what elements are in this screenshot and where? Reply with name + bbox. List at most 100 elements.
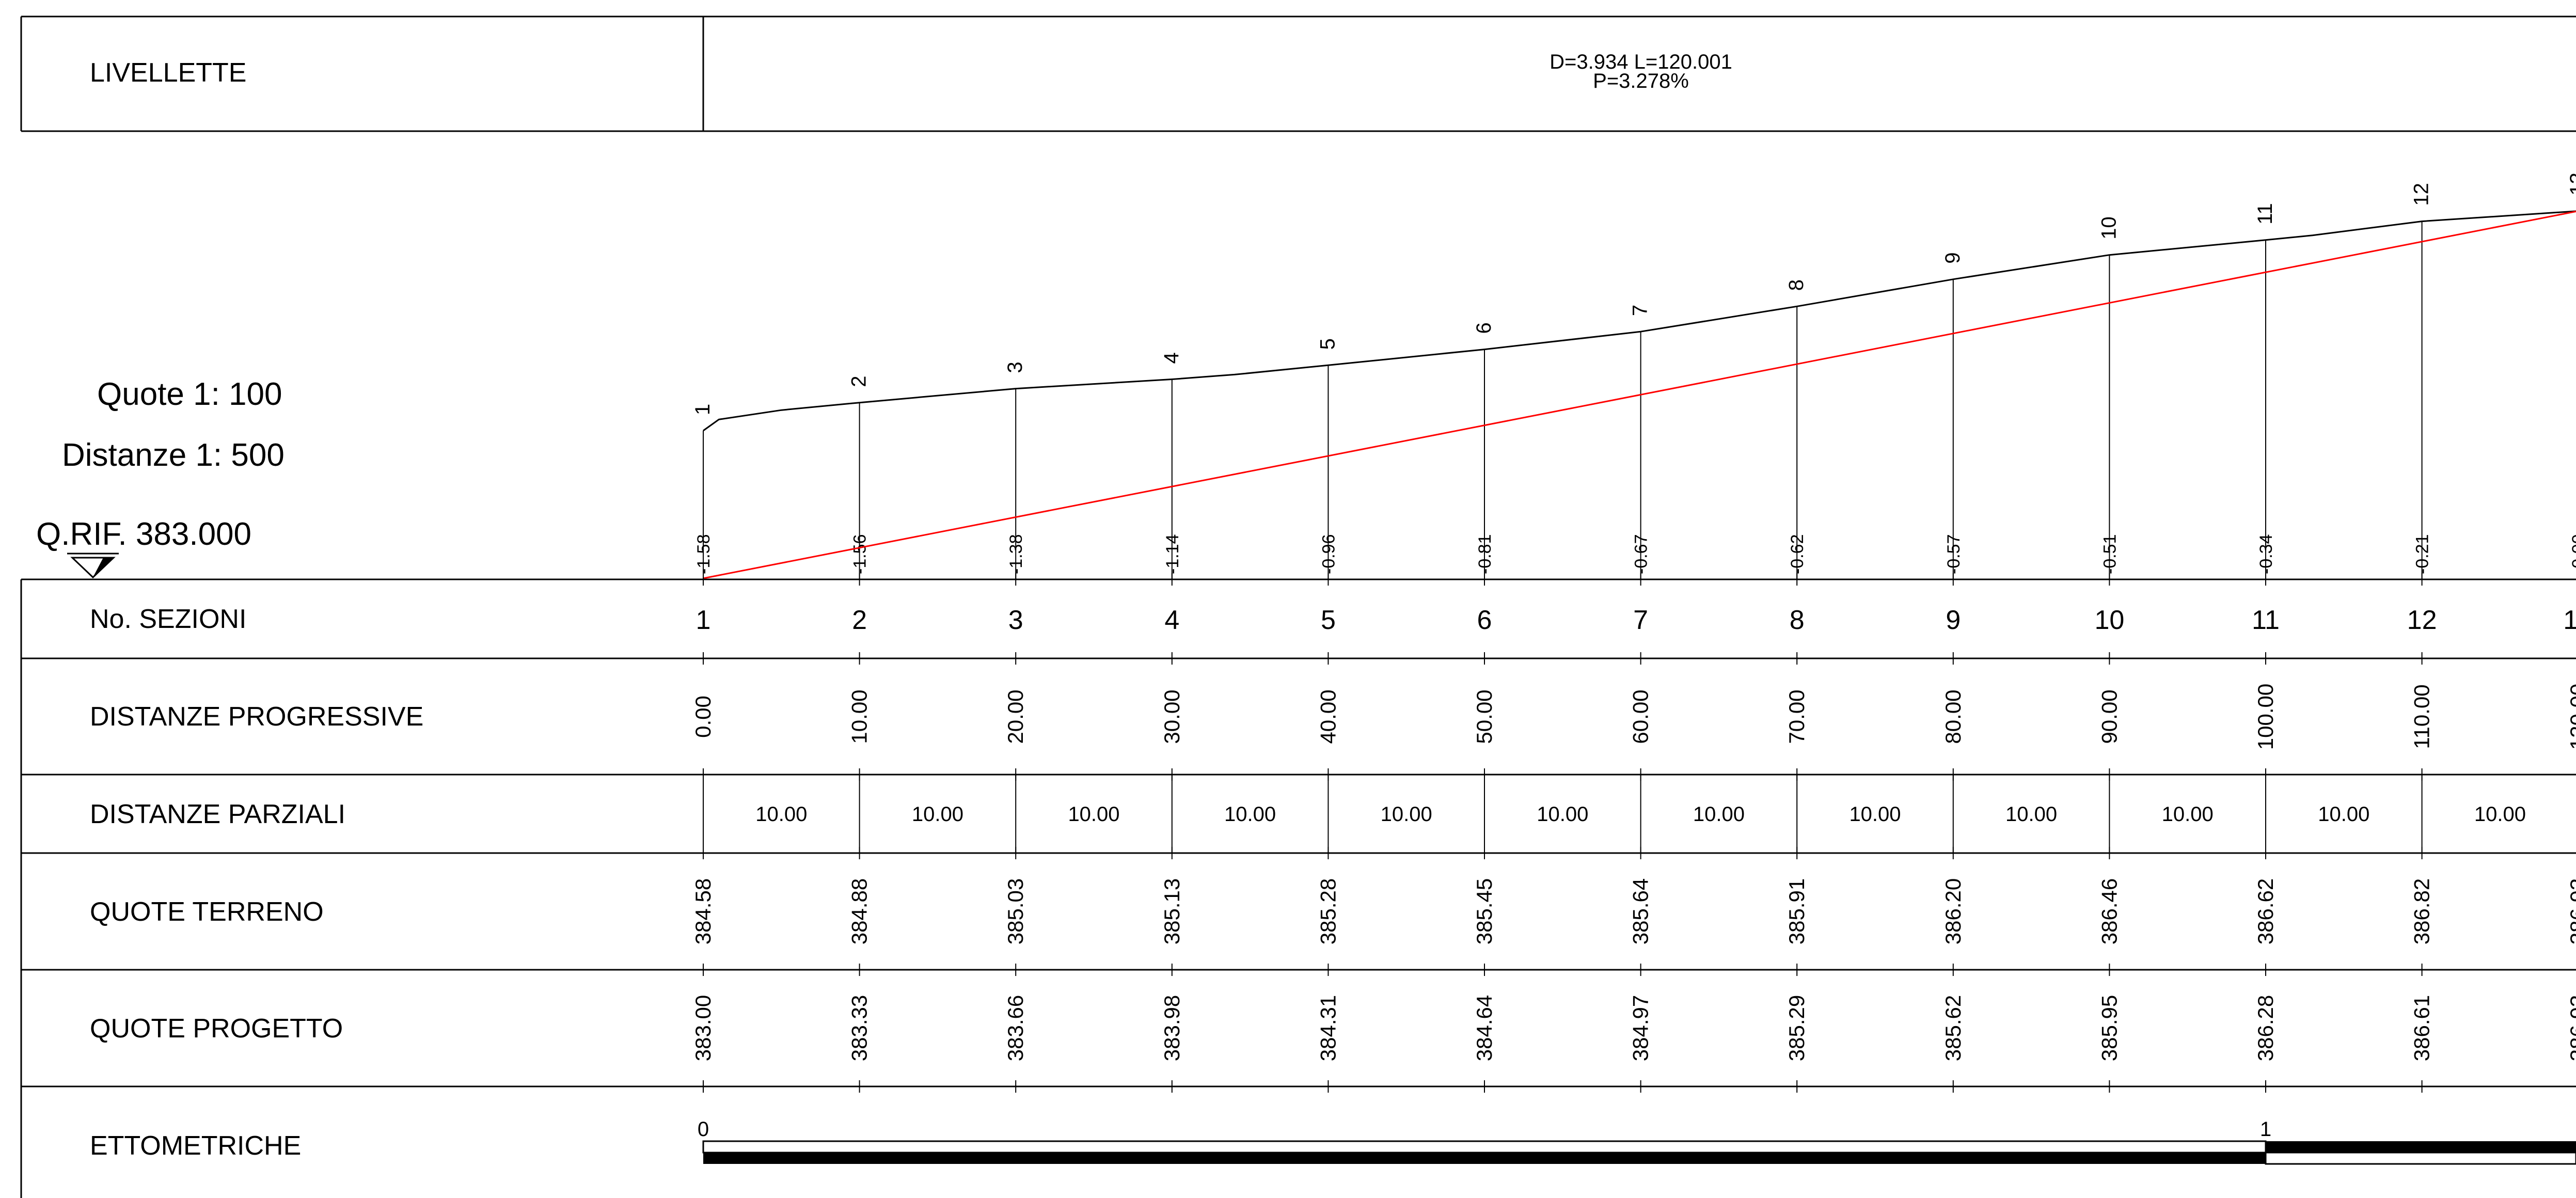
progressive-distance-value: 50.00	[1472, 689, 1496, 744]
cut-fill-label: -0.21	[2413, 534, 2432, 575]
partial-distance-value: 10.00	[2474, 803, 2526, 826]
table-section-number: 3	[1008, 605, 1023, 635]
partial-distance-value: 10.00	[755, 803, 807, 826]
ettometriche-segment-white-2	[2265, 1152, 2576, 1165]
terrain-elevation-value: 385.28	[1316, 878, 1340, 944]
section-number-label: 12	[2410, 183, 2433, 206]
project-elevation-value: 384.97	[1629, 995, 1653, 1061]
project-elevation-value: 385.62	[1941, 995, 1965, 1061]
project-elevation-value: 383.66	[1003, 995, 1028, 1061]
partial-distance-value: 10.00	[1381, 803, 1432, 826]
project-elevation-value: 385.95	[2097, 995, 2121, 1061]
terrain-elevation-value: 386.62	[2253, 878, 2278, 944]
table-section-number: 1	[696, 605, 711, 635]
partial-distance-value: 10.00	[1693, 803, 1745, 826]
ettometriche-mark-1: 1	[2260, 1118, 2271, 1141]
section-number-label: 8	[1785, 279, 1808, 291]
table-section-number: 7	[1633, 605, 1648, 635]
row-label-ettometriche: ETTOMETRICHE	[90, 1131, 301, 1161]
progressive-distance-value: 30.00	[1160, 689, 1184, 744]
table-values: 10.00384.58383.0010.00210.00384.88383.33…	[691, 573, 2576, 1093]
project-elevation-value: 383.33	[847, 995, 872, 1061]
project-elevation-value: 384.64	[1472, 995, 1496, 1061]
station-lines: 1 -1.58 2 -1.56 3 -1.38 4 -1.14 5 -0.96 6 -0.81 7 -0.…	[691, 172, 2576, 579]
progressive-distance-value: 100.00	[2253, 684, 2278, 750]
table-section-number: 4	[1164, 605, 1179, 635]
cut-fill-label: -0.96	[1319, 534, 1338, 575]
section-number-label: 1	[691, 404, 714, 415]
terrain-elevation-value: 385.45	[1472, 878, 1496, 944]
section-number-label: 4	[1160, 352, 1183, 364]
project-elevation-value: 385.29	[1784, 995, 1809, 1061]
table-section-number: 13	[2563, 605, 2576, 635]
terrain-elevation-value: 385.03	[1003, 878, 1028, 944]
progressive-distance-value: 10.00	[847, 689, 872, 744]
cut-fill-label: -0.67	[1632, 534, 1651, 575]
table-section-number: 11	[2252, 605, 2280, 635]
progressive-distance-value: 120.00	[2566, 684, 2576, 750]
terrain-elevation-value: 384.88	[847, 878, 872, 944]
livellette-box: LIVELLETTE D=3.934 L=120.001 P=3.278%	[20, 15, 2576, 132]
partial-distance-value: 10.00	[2005, 803, 2057, 826]
ettometriche-mark-0: 0	[698, 1118, 709, 1141]
table-section-number: 5	[1321, 605, 1336, 635]
row-label-progressive: DISTANZE PROGRESSIVE	[90, 702, 423, 732]
partial-distance-value: 10.00	[1068, 803, 1119, 826]
row-label-progetto: QUOTE PROGETTO	[90, 1014, 343, 1044]
reference-level-marker	[67, 553, 119, 579]
ettometriche-bar: 0 1	[698, 1118, 2576, 1165]
progressive-distance-value: 70.00	[1784, 689, 1809, 744]
section-number-label: 5	[1316, 338, 1339, 350]
terrain-elevation-value: 386.20	[1941, 878, 1965, 944]
cut-fill-label: -1.14	[1163, 534, 1182, 575]
project-elevation-value: 383.00	[691, 995, 715, 1061]
cut-fill-label: -0.57	[1944, 534, 1964, 575]
table-section-number: 8	[1790, 605, 1805, 635]
table-section-number: 10	[2094, 605, 2124, 635]
cut-fill-label: -0.81	[1475, 534, 1495, 575]
cut-fill-label: -0.00	[2569, 534, 2576, 575]
project-elevation-value: 386.61	[2410, 995, 2434, 1061]
ettometriche-segment-black-2	[2266, 1141, 2576, 1153]
partial-distance-value: 10.00	[1224, 803, 1276, 826]
cut-fill-label: -0.62	[1788, 534, 1807, 575]
ettometriche-segment-black	[703, 1153, 2266, 1164]
progressive-distance-value: 80.00	[1941, 689, 1965, 744]
cut-fill-label: -1.38	[1006, 534, 1026, 575]
project-elevation-value: 384.31	[1316, 995, 1340, 1061]
progressive-distance-value: 90.00	[2097, 689, 2121, 744]
profile-table: No. SEZIONI DISTANZE PROGRESSIVE DISTANZ…	[20, 573, 2576, 1198]
partial-distance-value: 10.00	[2318, 803, 2369, 826]
terrain-elevation-value: 386.93	[2566, 878, 2576, 944]
section-number-label: 10	[2097, 216, 2120, 240]
section-number-label: 13	[2566, 172, 2576, 196]
ettometriche-segment-white	[702, 1140, 2267, 1154]
section-number-label: 3	[1004, 361, 1026, 373]
cut-fill-label: -1.56	[850, 534, 870, 575]
table-section-number: 12	[2407, 605, 2437, 635]
section-number-label: 11	[2254, 203, 2277, 225]
terrain-line	[703, 210, 2576, 432]
terrain-elevation-value: 386.82	[2410, 878, 2434, 944]
section-number-label: 6	[1473, 322, 1495, 334]
progressive-distance-value: 20.00	[1003, 689, 1028, 744]
livellette-info-line1: D=3.934 L=120.001	[1550, 51, 1732, 73]
row-label-parziali: DISTANZE PARZIALI	[90, 799, 345, 829]
project-elevation-value: 386.93	[2566, 995, 2576, 1061]
terrain-elevation-value: 384.58	[691, 878, 715, 944]
section-number-label: 2	[848, 375, 871, 387]
cut-fill-label: -1.58	[694, 534, 714, 575]
table-section-number: 2	[852, 605, 867, 635]
row-label-terreno: QUOTE TERRENO	[90, 897, 324, 927]
project-elevation-value: 383.98	[1160, 995, 1184, 1061]
scale-qrif: Q.RIF. 383.000	[36, 516, 251, 552]
project-elevation-value: 386.28	[2253, 995, 2278, 1061]
partial-distance-value: 10.00	[1537, 803, 1588, 826]
progressive-distance-value: 60.00	[1629, 689, 1653, 744]
progressive-distance-value: 0.00	[691, 696, 715, 738]
row-label-sezioni: No. SEZIONI	[90, 604, 246, 634]
scale-quote: Quote 1: 100	[97, 376, 282, 412]
terrain-elevation-value: 385.13	[1160, 878, 1184, 944]
progressive-distance-value: 110.00	[2410, 684, 2434, 749]
